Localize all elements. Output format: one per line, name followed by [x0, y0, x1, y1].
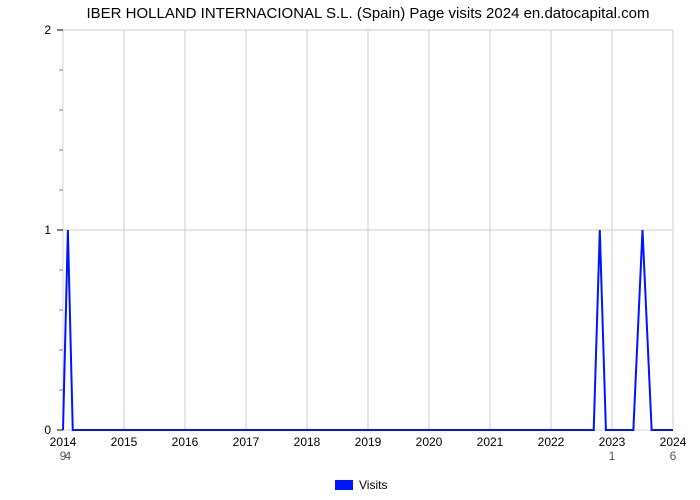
- x-tick-label: 2023: [599, 435, 626, 449]
- x-tick-label: 2019: [355, 435, 382, 449]
- x-tick-label: 2021: [477, 435, 504, 449]
- bar-value-label: 6: [670, 449, 677, 463]
- legend-swatch: [335, 480, 353, 490]
- y-tick-label: 1: [44, 223, 51, 237]
- grid: [63, 30, 673, 430]
- bar-value-label: 4: [65, 449, 72, 463]
- x-tick-label: 2022: [538, 435, 565, 449]
- y-axis: 012: [44, 23, 63, 437]
- legend-label: Visits: [359, 478, 387, 492]
- y-tick-label: 2: [44, 23, 51, 37]
- x-tick-label: 2014: [50, 435, 77, 449]
- x-tick-label: 2016: [172, 435, 199, 449]
- chart-title: IBER HOLLAND INTERNACIONAL S.L. (Spain) …: [86, 5, 649, 22]
- bar-value-label: 1: [609, 449, 616, 463]
- x-tick-label: 2020: [416, 435, 443, 449]
- x-tick-label: 2018: [294, 435, 321, 449]
- value-labels: 9416: [60, 449, 677, 463]
- x-axis: 2014 2015 2016 2017 2018 2019 2020 2021 2022 2023…: [50, 435, 687, 449]
- legend: Visits: [335, 478, 387, 492]
- x-tick-label: 2024: [660, 435, 687, 449]
- x-tick-label: 2015: [111, 435, 138, 449]
- x-tick-label: 2017: [233, 435, 260, 449]
